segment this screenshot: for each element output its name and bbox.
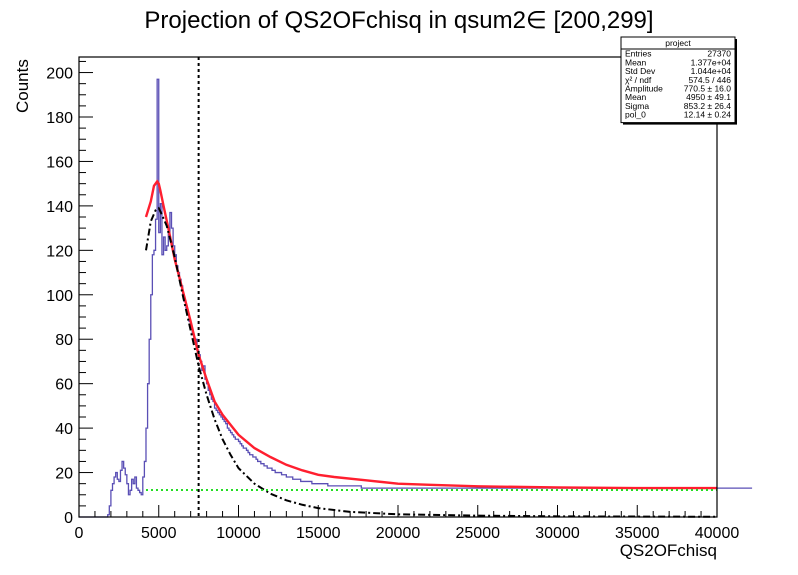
chart-title: Projection of QS2OFchisq in qsum2∈ [200,… (144, 7, 653, 34)
x-tick-label: 15000 (296, 525, 341, 542)
y-axis-label: Counts (13, 59, 32, 113)
stats-box: project Entries 27370 Mean 1.377e+04 Std Dev 1… (620, 36, 737, 125)
stats-row-label: Std Dev (625, 66, 656, 76)
y-tick-label: 40 (55, 421, 73, 438)
stats-row-value: 1.044e+04 (691, 66, 732, 76)
x-tick-label: 25000 (456, 525, 501, 542)
y-tick-label: 180 (46, 110, 73, 127)
stats-box-title: project (665, 38, 691, 48)
x-tick-label: 35000 (615, 525, 660, 542)
stats-row-label: Mean (625, 92, 647, 102)
plot-area (79, 57, 753, 518)
axes: 0 5000 10000 15000 20000 25000 30000 35000 40000… (46, 60, 740, 542)
fit-curve-solid (144, 179, 717, 490)
y-tick-label: 60 (55, 377, 73, 394)
stats-row-value: 27370 (707, 49, 731, 59)
stats-row-value: 853.2 ± 26.4 (684, 101, 731, 111)
stats-box-frame (620, 36, 736, 124)
fit-curve-dashdot (145, 206, 718, 518)
y-tick-label: 100 (46, 288, 73, 305)
x-tick-label: 0 (75, 525, 84, 542)
stats-row-label: Mean (625, 57, 647, 67)
stats-row-label: Amplitude (625, 84, 663, 94)
x-tick-label: 10000 (216, 525, 261, 542)
stats-row-label: χ² / ndf (625, 75, 652, 85)
stats-row-value: 574.5 / 446 (688, 75, 731, 85)
y-tick-label: 200 (46, 66, 73, 83)
stats-row-value: 4950 ± 49.1 (686, 92, 731, 102)
y-tick-label: 160 (46, 154, 73, 171)
stats-row-label: Sigma (625, 101, 649, 111)
x-tick-label: 5000 (141, 525, 177, 542)
y-tick-label: 120 (46, 243, 73, 260)
x-tick-label: 20000 (376, 525, 421, 542)
x-axis-label: QS2OFchisq (620, 541, 717, 560)
y-tick-label: 140 (46, 199, 73, 216)
stats-row-label: pol_0 (625, 110, 646, 120)
stats-row-value: 770.5 ± 16.0 (684, 84, 731, 94)
y-tick-label: 20 (55, 466, 73, 483)
stats-row-label: Entries (625, 49, 651, 59)
stats-row-value: 12.14 ± 0.24 (684, 110, 731, 120)
y-tick-label: 0 (64, 510, 73, 527)
y-tick-label: 80 (55, 332, 73, 349)
x-tick-label: 30000 (535, 525, 580, 542)
stats-row-value: 1.377e+04 (691, 57, 732, 67)
x-tick-label: 40000 (695, 525, 740, 542)
